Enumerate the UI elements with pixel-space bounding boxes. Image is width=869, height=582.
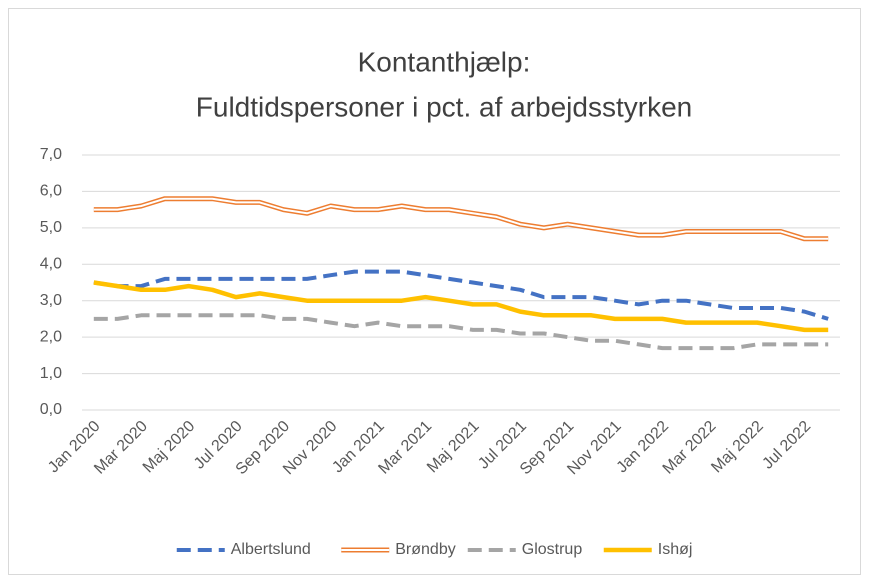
y-tick-label: 4,0 bbox=[40, 256, 62, 273]
legend-label: Brøndby bbox=[395, 541, 455, 558]
legend-label: Albertslund bbox=[231, 541, 311, 558]
legend-label: Ishøj bbox=[658, 541, 693, 558]
legend-label: Glostrup bbox=[522, 541, 583, 558]
chart-title: Kontanthjælp: bbox=[358, 46, 531, 77]
series-line bbox=[93, 269, 829, 321]
y-tick-label: 2,0 bbox=[40, 328, 62, 345]
series-line bbox=[93, 313, 829, 351]
y-tick-label: 6,0 bbox=[40, 183, 62, 200]
series-line bbox=[93, 280, 829, 333]
y-tick-label: 7,0 bbox=[40, 146, 62, 163]
y-tick-label: 5,0 bbox=[40, 219, 62, 236]
y-tick-label: 0,0 bbox=[40, 401, 62, 418]
y-tick-label: 1,0 bbox=[40, 365, 62, 382]
y-tick-label: 3,0 bbox=[40, 292, 62, 309]
chart-title: Fuldtidspersoner i pct. af arbejdsstyrke… bbox=[196, 91, 692, 122]
series-line-inner bbox=[93, 197, 829, 240]
